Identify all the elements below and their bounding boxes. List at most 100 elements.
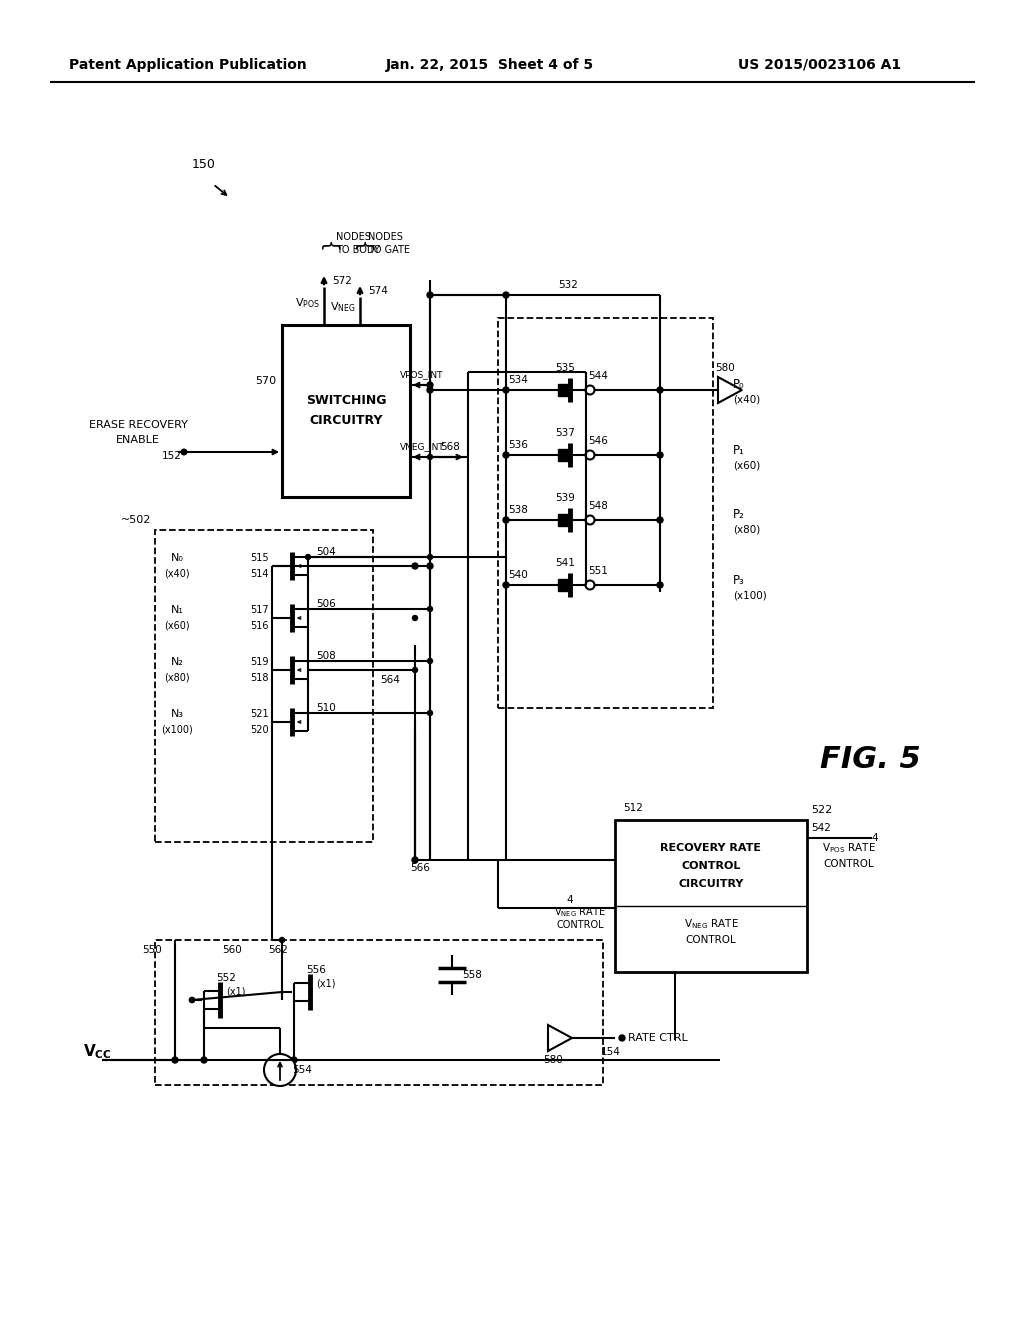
Text: 554: 554 [292,1065,312,1074]
Text: N₂: N₂ [171,657,183,667]
Text: (x80): (x80) [164,673,189,682]
Text: 510: 510 [316,704,336,713]
Bar [282,325,410,498]
Text: 580: 580 [715,363,735,374]
Text: 518: 518 [251,673,269,682]
Circle shape [427,387,433,393]
Circle shape [657,451,663,458]
Circle shape [181,449,186,455]
Text: CONTROL: CONTROL [681,861,740,871]
Circle shape [503,582,509,587]
Circle shape [427,606,432,611]
Text: 548: 548 [588,502,608,511]
Text: SWITCHING: SWITCHING [306,395,386,408]
Text: Jan. 22, 2015  Sheet 4 of 5: Jan. 22, 2015 Sheet 4 of 5 [386,58,594,73]
Text: 508: 508 [316,651,336,661]
Text: CIRCUITRY: CIRCUITRY [678,879,743,888]
Text: (x60): (x60) [733,459,760,470]
Text: 546: 546 [588,436,608,446]
Text: 534: 534 [508,375,528,385]
Text: 515: 515 [251,553,269,564]
Text: RECOVERY RATE: RECOVERY RATE [660,843,762,853]
Text: N₁: N₁ [171,605,183,615]
Text: ERASE RECOVERY: ERASE RECOVERY [88,420,187,430]
Text: 517: 517 [251,605,269,615]
Text: 541: 541 [555,558,574,568]
Text: 150: 150 [193,158,216,172]
Text: }: } [321,236,340,249]
Text: (x1): (x1) [226,987,246,997]
Text: FIG. 5: FIG. 5 [819,746,921,775]
Circle shape [291,1057,297,1063]
Circle shape [427,710,432,715]
Circle shape [413,615,418,620]
Circle shape [503,387,509,393]
Circle shape [503,517,509,523]
Circle shape [618,1035,625,1041]
Text: 538: 538 [508,506,528,515]
Text: 551: 551 [588,566,608,576]
Circle shape [657,582,663,587]
Text: 556: 556 [306,965,326,975]
Circle shape [427,292,433,298]
Text: 564: 564 [380,675,400,685]
Text: 539: 539 [555,492,574,503]
Text: 562: 562 [268,945,288,954]
Circle shape [586,516,595,524]
Text: 552: 552 [216,973,236,983]
Text: 558: 558 [462,970,482,979]
Text: $\mathregular{V_{NEG}}$ RATE: $\mathregular{V_{NEG}}$ RATE [684,917,738,931]
Circle shape [412,564,418,569]
Circle shape [305,554,310,560]
Bar [558,384,570,396]
Circle shape [586,385,595,395]
Text: 574: 574 [368,286,388,296]
Text: $\mathregular{V_{NEG}}$ RATE: $\mathregular{V_{NEG}}$ RATE [554,906,606,919]
Bar [558,579,570,591]
Bar [498,318,713,708]
Text: P₂: P₂ [733,508,744,521]
Text: N₀: N₀ [171,553,183,564]
Circle shape [427,564,433,569]
Circle shape [413,668,418,672]
Text: Patent Application Publication: Patent Application Publication [70,58,307,73]
Text: (x100): (x100) [733,590,767,601]
Circle shape [201,1057,207,1063]
Text: 506: 506 [316,599,336,609]
Circle shape [657,387,663,393]
Circle shape [657,517,663,523]
Text: 154: 154 [601,1047,621,1057]
Text: 4: 4 [871,833,879,843]
Text: 152: 152 [162,451,182,461]
Text: 532: 532 [558,280,578,290]
Text: 542: 542 [811,822,830,833]
Bar [558,449,570,461]
Circle shape [427,659,432,664]
Bar [558,513,570,525]
Circle shape [264,1053,296,1086]
Circle shape [503,292,509,298]
Text: CONTROL: CONTROL [556,920,604,931]
Text: P₃: P₃ [733,573,744,586]
Text: (x100): (x100) [161,725,193,735]
Text: 516: 516 [251,620,269,631]
Circle shape [280,937,285,942]
Text: P₁: P₁ [733,444,744,457]
Bar [615,820,807,972]
Text: CIRCUITRY: CIRCUITRY [309,414,383,428]
Text: CONTROL: CONTROL [686,935,736,945]
Text: 4: 4 [566,895,573,906]
Text: 521: 521 [251,709,269,719]
Text: 568: 568 [440,442,460,451]
Text: (x40): (x40) [733,395,760,405]
Circle shape [172,1057,178,1063]
Text: 570: 570 [255,376,276,385]
Circle shape [427,381,433,388]
Text: (x1): (x1) [316,979,336,989]
Text: VNEG_INT: VNEG_INT [399,442,444,451]
Text: TO BODY: TO BODY [336,246,380,255]
Text: $\mathregular{V_{POS}}$ RATE: $\mathregular{V_{POS}}$ RATE [822,841,876,855]
Circle shape [503,451,509,458]
Text: CONTROL: CONTROL [823,859,874,869]
Text: 544: 544 [588,371,608,381]
